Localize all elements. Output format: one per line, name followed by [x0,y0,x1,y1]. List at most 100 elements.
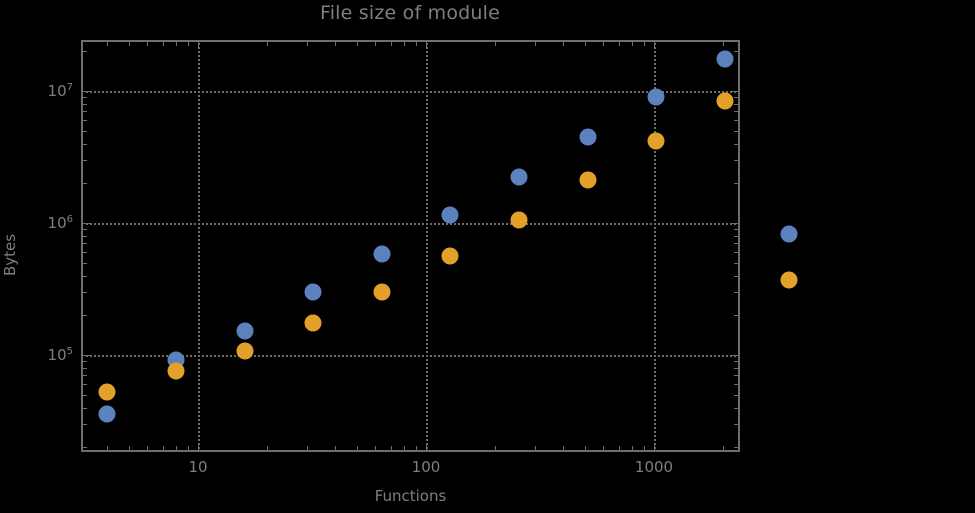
x-tick-label: 1000 [634,458,674,476]
data-point [373,283,391,301]
legend-marker-orange [780,271,798,289]
data-point [441,247,459,265]
x-axis-tick [403,40,405,46]
y-axis-tick [81,223,90,224]
x-axis-tick [175,40,177,46]
x-axis-tick [266,446,268,452]
y-axis-tick [81,235,87,237]
x-axis-tick [129,446,131,452]
chart-title: File size of module [319,2,501,24]
y-axis-title: Bytes [1,233,19,277]
x-axis-tick [585,446,587,452]
x-axis-tick [534,40,536,46]
data-point [441,206,459,224]
x-axis-tick [198,40,199,49]
x-axis-tick [390,446,392,452]
data-point [716,50,734,68]
y-tick-label: 107 [47,82,73,100]
x-axis-tick [107,40,109,46]
y-axis-tick [734,243,740,245]
y-axis-tick [734,361,740,363]
y-axis-tick [81,447,87,449]
y-axis-tick [731,223,740,224]
x-axis-tick [603,446,605,452]
y-axis-tick [734,183,740,185]
y-axis-tick [81,252,87,254]
y-axis-tick [81,103,87,105]
data-point [647,132,665,150]
y-axis-tick [81,130,87,132]
y-axis-tick [734,447,740,449]
gridline-horizontal [81,91,740,93]
y-axis-tick [81,315,87,317]
data-point [579,128,597,146]
x-axis-tick [187,40,189,46]
y-axis-tick [81,120,87,122]
x-axis-tick [426,40,427,49]
x-axis-tick [147,40,149,46]
y-axis-tick [81,292,87,294]
x-axis-tick [426,443,427,452]
x-axis-tick [643,446,645,452]
data-point [167,362,185,380]
y-axis-tick [81,394,87,396]
y-axis-tick [734,97,740,99]
data-point [510,168,528,185]
x-axis-tick [585,40,587,46]
x-axis-tick [162,446,164,452]
gridline-vertical [198,40,200,452]
data-point [373,245,391,263]
x-axis-tick [494,446,496,452]
y-axis-tick [81,275,87,277]
y-axis-tick [81,407,87,409]
y-axis-tick [734,111,740,113]
y-axis-tick [734,262,740,264]
x-axis-tick [415,446,417,452]
y-axis-tick [734,143,740,145]
y-axis-tick [81,262,87,264]
x-axis-tick [618,40,620,46]
x-axis-tick [494,40,496,46]
x-axis-tick [415,40,417,46]
x-tick-label: 10 [188,458,208,476]
y-axis-tick [734,275,740,277]
data-point [647,88,665,106]
y-axis-tick [81,355,90,356]
legend-marker-blue [780,225,798,243]
y-axis-tick [81,51,87,53]
y-axis-tick [81,361,87,363]
y-axis-tick [734,292,740,294]
plot-area [81,40,740,452]
x-axis-tick [306,40,308,46]
x-axis-tick [198,443,199,452]
y-axis-tick [81,384,87,386]
y-axis-tick [81,91,90,92]
y-axis-tick [81,143,87,145]
y-axis-tick [734,384,740,386]
x-axis-tick [357,446,359,452]
data-point [716,92,734,110]
y-axis-tick [734,375,740,377]
y-axis-tick [81,97,87,99]
y-axis-tick [734,160,740,162]
x-axis-tick [722,446,724,452]
y-axis-tick [734,424,740,426]
y-axis-tick [734,229,740,231]
x-axis-tick [631,40,633,46]
data-point [236,342,254,360]
x-axis-tick [107,446,109,452]
y-axis-tick [734,367,740,369]
x-axis-tick [357,40,359,46]
gridline-horizontal [81,223,740,225]
y-axis-tick [81,424,87,426]
x-axis-tick [603,40,605,46]
data-point [510,211,528,229]
gridline-vertical [654,40,656,452]
x-axis-tick [390,40,392,46]
y-axis-tick [81,160,87,162]
x-axis-tick [335,446,337,452]
data-point [98,383,116,401]
x-axis-tick [306,446,308,452]
data-point [98,405,116,423]
